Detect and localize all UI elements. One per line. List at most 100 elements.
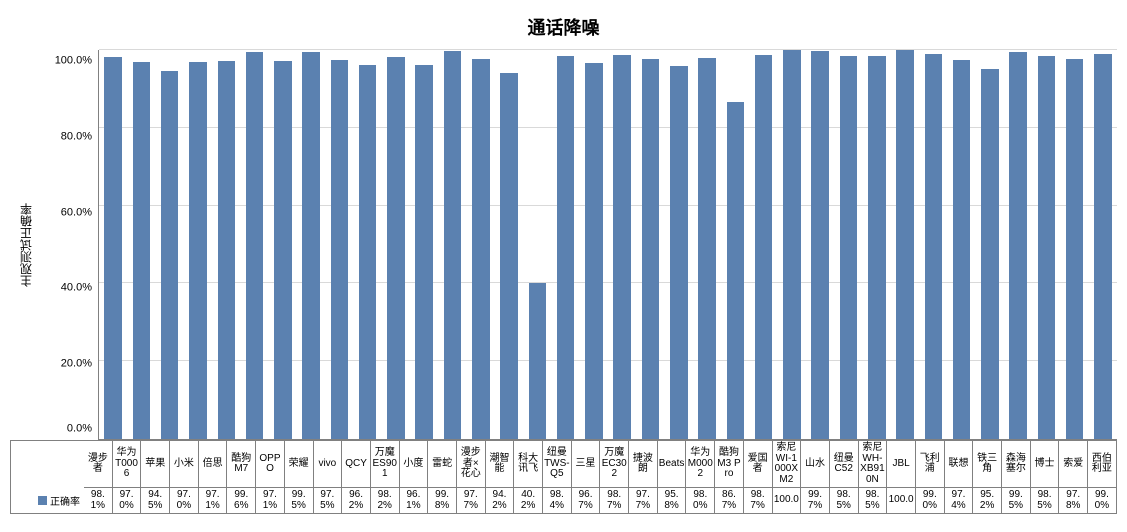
- bar-slot: [552, 50, 580, 439]
- category-cell: 爱国者: [744, 440, 773, 488]
- value-cell: 99.5%: [1002, 488, 1031, 514]
- value-cell: 99.6%: [227, 488, 256, 514]
- category-row: 漫步者华为T0006苹果小米倍思酷狗M7OPPO荣耀vivoQCY万魔ES901…: [10, 440, 1117, 488]
- category-cell: 苹果: [141, 440, 170, 488]
- value-cell: 95.2%: [973, 488, 1002, 514]
- value-cell: 97.0%: [113, 488, 142, 514]
- value-cell: 40.2%: [514, 488, 543, 514]
- value-cell: 100.0: [773, 488, 802, 514]
- bars-container: [99, 50, 1117, 439]
- category-cell: 万魔ES901: [371, 440, 400, 488]
- bar: [274, 61, 292, 439]
- bar-slot: [212, 50, 240, 439]
- bar-slot: [665, 50, 693, 439]
- value-cell: 86.7%: [715, 488, 744, 514]
- value-cell: 99.7%: [801, 488, 830, 514]
- value-cell: 97.7%: [629, 488, 658, 514]
- category-cell: 华为T0006: [113, 440, 142, 488]
- bar: [811, 51, 829, 439]
- bar: [981, 69, 999, 439]
- bar: [925, 54, 943, 439]
- bar-slot: [325, 50, 353, 439]
- call-noise-reduction-chart: 通话降噪 主观测试正确率 100.0%80.0%60.0%40.0%20.0%0…: [10, 10, 1117, 514]
- value-cell: 98.5%: [859, 488, 888, 514]
- legend-swatch: [38, 496, 47, 505]
- bar: [161, 71, 179, 439]
- bar: [698, 58, 716, 439]
- bar: [246, 52, 264, 439]
- value-cell: 97.7%: [457, 488, 486, 514]
- category-cell: 捷波朗: [629, 440, 658, 488]
- category-cell: 华为M0002: [686, 440, 715, 488]
- bar: [189, 62, 207, 439]
- bar: [218, 61, 236, 439]
- bar-slot: [721, 50, 749, 439]
- category-cell: 倍思: [199, 440, 228, 488]
- category-cell: 潮智能: [486, 440, 515, 488]
- bar: [896, 50, 914, 439]
- category-cell: QCY: [342, 440, 371, 488]
- bar-slot: [863, 50, 891, 439]
- y-axis-ticks: 100.0%80.0%60.0%40.0%20.0%0.0%: [42, 50, 98, 440]
- bar: [783, 50, 801, 439]
- category-cell: 索尼WI-1000XM2: [773, 440, 802, 488]
- bar: [557, 56, 575, 439]
- series-name: 正确率: [50, 493, 80, 508]
- y-tick-label: 80.0%: [42, 131, 92, 142]
- bar: [387, 57, 405, 439]
- value-row: 正确率 98.1%97.0%94.5%97.0%97.1%99.6%97.1%9…: [10, 488, 1117, 514]
- category-cell: 铁三角: [973, 440, 1002, 488]
- bar-slot: [580, 50, 608, 439]
- bar-slot: [976, 50, 1004, 439]
- bar-slot: [636, 50, 664, 439]
- bar-slot: [354, 50, 382, 439]
- bar-slot: [240, 50, 268, 439]
- bar: [500, 73, 518, 439]
- value-cell: 94.2%: [486, 488, 515, 514]
- bar: [868, 56, 886, 439]
- value-cell: 98.4%: [543, 488, 572, 514]
- category-cell: 万魔EC302: [600, 440, 629, 488]
- category-cell: 酷狗M7: [227, 440, 256, 488]
- bar-slot: [495, 50, 523, 439]
- bar-slot: [523, 50, 551, 439]
- value-cell: 97.1%: [256, 488, 285, 514]
- category-cell: 荣耀: [285, 440, 314, 488]
- value-cell: 98.7%: [744, 488, 773, 514]
- bar-slot: [1061, 50, 1089, 439]
- y-tick-label: 40.0%: [42, 283, 92, 294]
- bar-slot: [778, 50, 806, 439]
- bar-slot: [608, 50, 636, 439]
- bar-slot: [891, 50, 919, 439]
- bar: [331, 60, 349, 439]
- value-cell: 98.2%: [371, 488, 400, 514]
- bar: [840, 56, 858, 439]
- bar: [104, 57, 122, 439]
- category-cell: 博士: [1031, 440, 1060, 488]
- bar-slot: [693, 50, 721, 439]
- value-row-header: 正确率: [10, 488, 84, 514]
- bar-slot: [438, 50, 466, 439]
- category-cell: 联想: [945, 440, 974, 488]
- bar-slot: [1004, 50, 1032, 439]
- category-cell: 纽曼TWS-Q5: [543, 440, 572, 488]
- bar-slot: [749, 50, 777, 439]
- bar: [670, 66, 688, 439]
- bar-slot: [382, 50, 410, 439]
- category-cell: 漫步者: [84, 440, 113, 488]
- value-cells: 98.1%97.0%94.5%97.0%97.1%99.6%97.1%99.5%…: [84, 488, 1117, 514]
- value-cell: 98.0%: [686, 488, 715, 514]
- value-cell: 98.1%: [84, 488, 113, 514]
- plot-row: 主观测试正确率 100.0%80.0%60.0%40.0%20.0%0.0%: [10, 50, 1117, 440]
- category-cell: 酷狗M3 Pro: [715, 440, 744, 488]
- category-cell: 索爱: [1059, 440, 1088, 488]
- category-cell: Beats: [658, 440, 687, 488]
- value-cell: 96.7%: [572, 488, 601, 514]
- value-cell: 99.0%: [916, 488, 945, 514]
- value-cell: 97.8%: [1059, 488, 1088, 514]
- value-cell: 97.0%: [170, 488, 199, 514]
- category-cell: 小度: [400, 440, 429, 488]
- category-cell: 科大讯飞: [514, 440, 543, 488]
- category-cell: 索尼WH-XB910N: [859, 440, 888, 488]
- bar: [727, 102, 745, 439]
